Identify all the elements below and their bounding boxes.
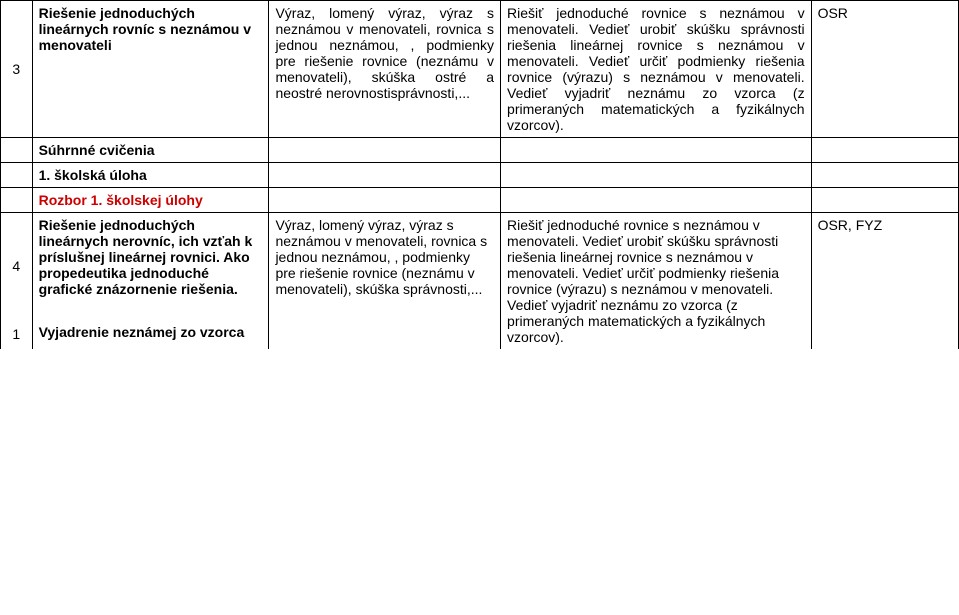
table-row: 3 Riešenie jednoduchých lineárnych rovní…	[1, 1, 959, 138]
goal-cell	[501, 163, 812, 188]
topic-cell: Súhrnné cvičenia	[32, 138, 269, 163]
note-cell: OSR, FYZ	[811, 213, 958, 350]
row-number	[1, 188, 33, 213]
note-cell	[811, 138, 958, 163]
row-number: 3	[1, 1, 33, 138]
note-cell	[811, 188, 958, 213]
topic-cell: Riešenie jednoduchých lineárnych nerovní…	[32, 213, 269, 320]
table-row: Rozbor 1. školskej úlohy	[1, 188, 959, 213]
goal-cell: Riešiť jednoduché rovnice s neznámou v m…	[501, 213, 812, 350]
goal-cell	[501, 188, 812, 213]
row-number: 4	[1, 213, 33, 320]
row-number: 1	[1, 320, 33, 349]
content-cell: Výraz, lomený výraz, výraz s neznámou v …	[269, 1, 501, 138]
content-cell	[269, 163, 501, 188]
note-cell	[811, 163, 958, 188]
table-row: 4 Riešenie jednoduchých lineárnych nerov…	[1, 213, 959, 320]
row-number	[1, 163, 33, 188]
content-cell: Výraz, lomený výraz, výraz s neznámou v …	[269, 213, 501, 350]
goal-cell	[501, 138, 812, 163]
table-row: 1. školská úloha	[1, 163, 959, 188]
content-cell	[269, 138, 501, 163]
goal-cell: Riešiť jednoduché rovnice s neznámou v m…	[501, 1, 812, 138]
curriculum-table: 3 Riešenie jednoduchých lineárnych rovní…	[0, 0, 959, 349]
topic-cell: Vyjadrenie neznámej zo vzorca	[32, 320, 269, 349]
note-cell: OSR	[811, 1, 958, 138]
topic-cell: Riešenie jednoduchých lineárnych rovníc …	[32, 1, 269, 138]
topic-cell: 1. školská úloha	[32, 163, 269, 188]
row-number	[1, 138, 33, 163]
topic-cell: Rozbor 1. školskej úlohy	[32, 188, 269, 213]
table-row: Súhrnné cvičenia	[1, 138, 959, 163]
content-cell	[269, 188, 501, 213]
